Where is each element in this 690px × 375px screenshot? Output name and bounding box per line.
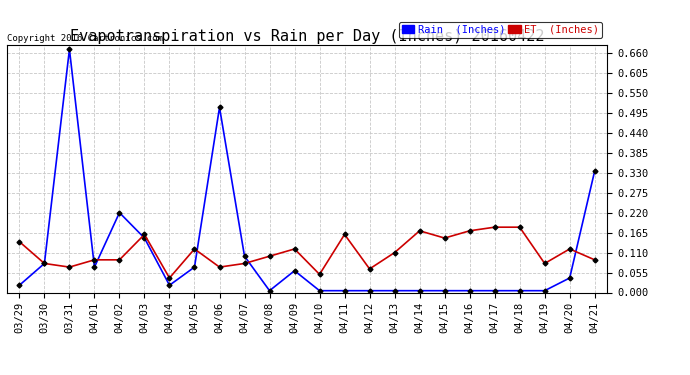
Text: Copyright 2016 Cartronics.com: Copyright 2016 Cartronics.com [7, 33, 163, 42]
Title: Evapotranspiration vs Rain per Day (Inches) 20160422: Evapotranspiration vs Rain per Day (Inch… [70, 29, 544, 44]
Legend: Rain  (Inches), ET  (Inches): Rain (Inches), ET (Inches) [399, 22, 602, 38]
